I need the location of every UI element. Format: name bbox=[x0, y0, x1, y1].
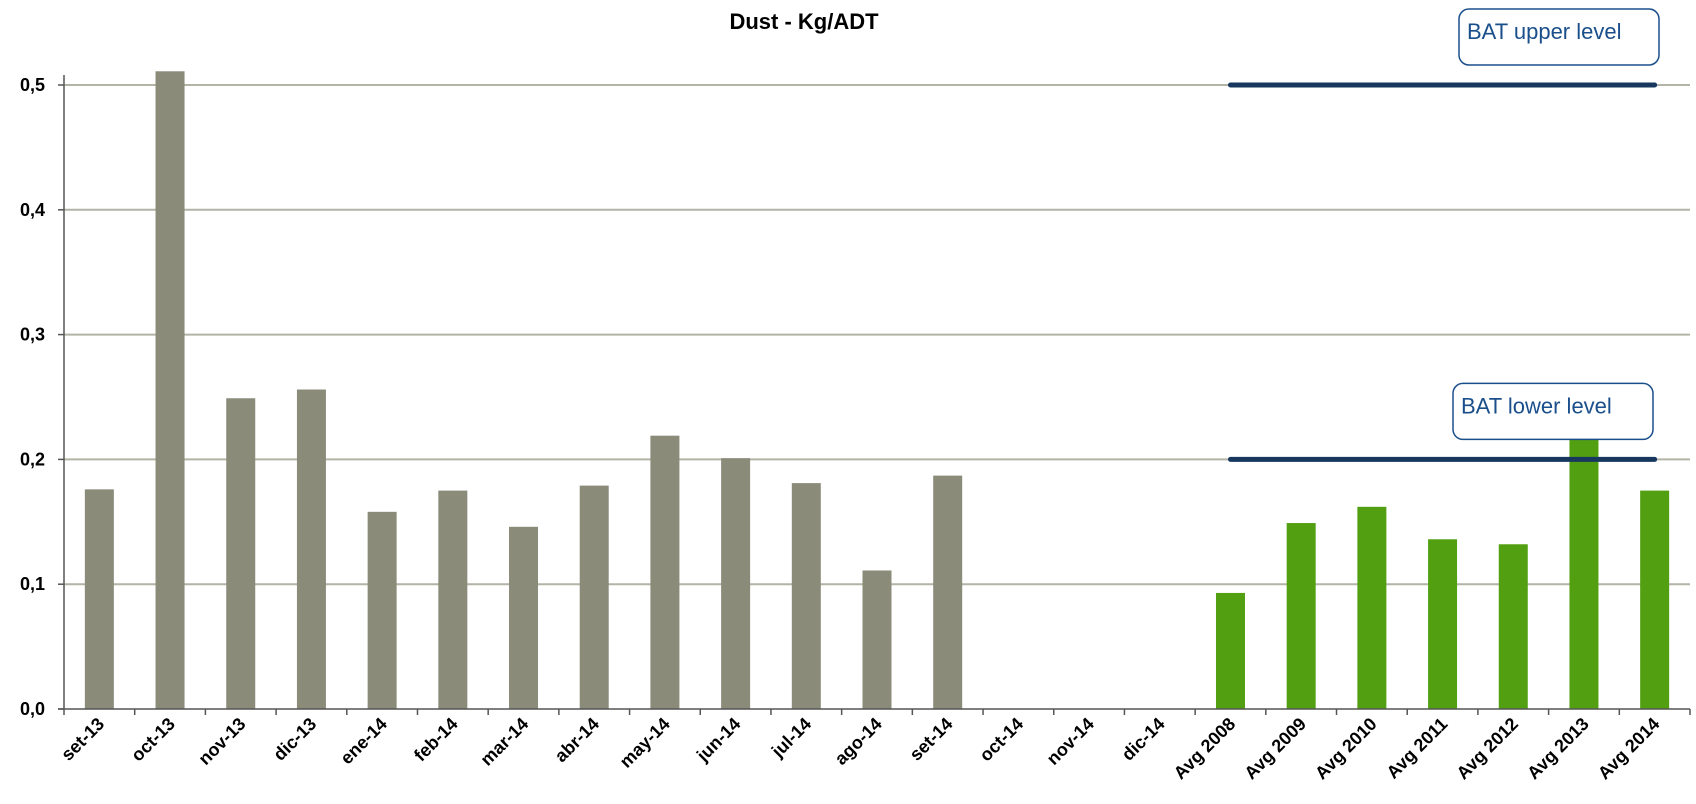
y-tick-labels: 0,0 0,1 0,2 0,3 0,4 0,5 bbox=[20, 75, 45, 719]
x-tick-label: nov-14 bbox=[1043, 714, 1098, 769]
bar bbox=[1569, 434, 1599, 709]
x-tick-label: may-14 bbox=[616, 714, 674, 772]
bar bbox=[1215, 592, 1245, 709]
bar bbox=[1428, 539, 1458, 709]
y-tick-label: 0,1 bbox=[20, 574, 45, 594]
x-tick-label: mar-14 bbox=[476, 714, 532, 770]
bar bbox=[1498, 544, 1528, 709]
x-tick-label: set-14 bbox=[906, 714, 957, 765]
x-tick-label: feb-14 bbox=[410, 714, 462, 766]
x-tick-label: oct-13 bbox=[127, 714, 179, 766]
bar bbox=[84, 489, 114, 709]
x-tick-labels: set-13 oct-13 nov-13 dic-13 ene-14 feb-14 mar-… bbox=[57, 714, 1663, 784]
x-tick-label: Avg 2010 bbox=[1311, 714, 1381, 784]
bar bbox=[1357, 506, 1387, 709]
x-tick-label: abr-14 bbox=[551, 714, 603, 766]
x-tick-label: Avg 2008 bbox=[1170, 714, 1240, 784]
x-tick-label: nov-13 bbox=[194, 714, 249, 769]
callouts: BAT upper level BAT lower level bbox=[1452, 8, 1660, 441]
callout-label: BAT upper level bbox=[1467, 19, 1622, 44]
chart-title: Dust - Kg/ADT bbox=[729, 9, 879, 34]
axes bbox=[58, 75, 1691, 715]
bar bbox=[579, 485, 609, 709]
x-tick-label: Avg 2013 bbox=[1523, 714, 1593, 784]
bar bbox=[438, 490, 468, 709]
x-tick-label: set-13 bbox=[57, 714, 108, 765]
y-tick-label: 0,0 bbox=[20, 699, 45, 719]
x-tick-label: Avg 2011 bbox=[1383, 714, 1452, 783]
bar bbox=[367, 511, 397, 709]
callout-label: BAT lower level bbox=[1461, 393, 1612, 418]
bar bbox=[1640, 490, 1670, 709]
x-tick-label: ago-14 bbox=[831, 714, 886, 769]
bar bbox=[933, 475, 963, 709]
bar bbox=[721, 458, 751, 709]
x-tick-label: Avg 2009 bbox=[1240, 714, 1310, 784]
bar bbox=[296, 389, 326, 709]
reference-lines bbox=[1227, 82, 1658, 462]
y-tick-label: 0,2 bbox=[20, 449, 45, 469]
bar bbox=[226, 398, 256, 709]
y-tick-label: 0,3 bbox=[20, 325, 45, 345]
x-tick-label: jul-14 bbox=[767, 714, 815, 762]
x-tick-label: oct-14 bbox=[976, 714, 1028, 766]
bar bbox=[1286, 523, 1316, 709]
y-tick-label: 0,4 bbox=[20, 200, 45, 220]
bar bbox=[509, 526, 539, 709]
x-tick-label: Avg 2014 bbox=[1594, 714, 1664, 784]
y-tick-label: 0,5 bbox=[20, 75, 45, 95]
x-tick-label: jun-14 bbox=[692, 714, 744, 766]
x-tick-label: Avg 2012 bbox=[1453, 714, 1523, 784]
x-tick-label: dic-14 bbox=[1118, 714, 1169, 765]
x-tick-label: ene-14 bbox=[336, 714, 390, 768]
callout-box bbox=[1452, 382, 1654, 441]
bar bbox=[650, 435, 680, 709]
bar bbox=[155, 71, 185, 710]
bars bbox=[84, 71, 1670, 710]
bar bbox=[791, 483, 821, 709]
bar bbox=[862, 570, 892, 709]
callout-box bbox=[1458, 8, 1660, 66]
x-tick-label: dic-13 bbox=[269, 714, 320, 765]
